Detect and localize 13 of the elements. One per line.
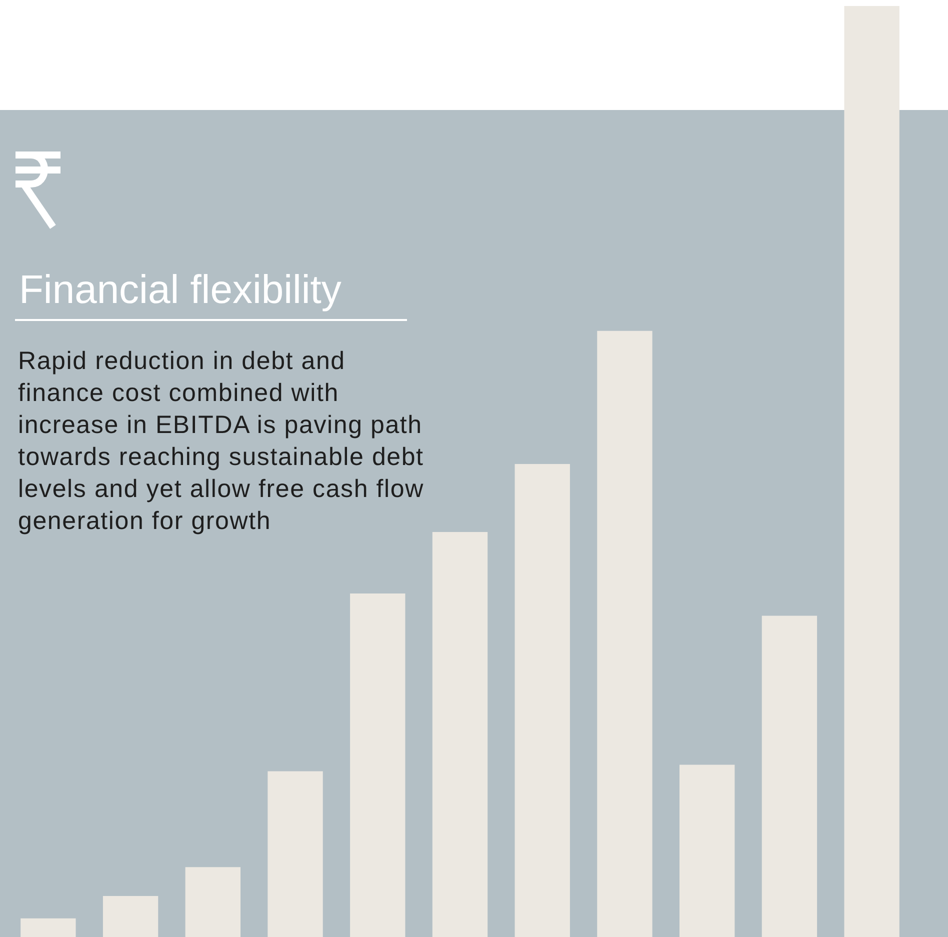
bar: [350, 593, 406, 937]
text: Rapid reduction in debt and finance cost combined with increase in EBITDA is paving path towards reaching sustainable debt levels and yet allow free cash flow generation for growth: [18, 346, 425, 537]
bar: [20, 918, 76, 937]
bar: [680, 764, 735, 937]
bar: [268, 771, 323, 937]
text: Financial flexibility: [18, 268, 342, 313]
bar: [102, 896, 158, 937]
bar: [762, 616, 818, 937]
bar: [597, 330, 652, 937]
bar: [432, 532, 488, 937]
bar: [514, 464, 570, 937]
bar: [185, 867, 240, 937]
bar: [844, 6, 900, 937]
